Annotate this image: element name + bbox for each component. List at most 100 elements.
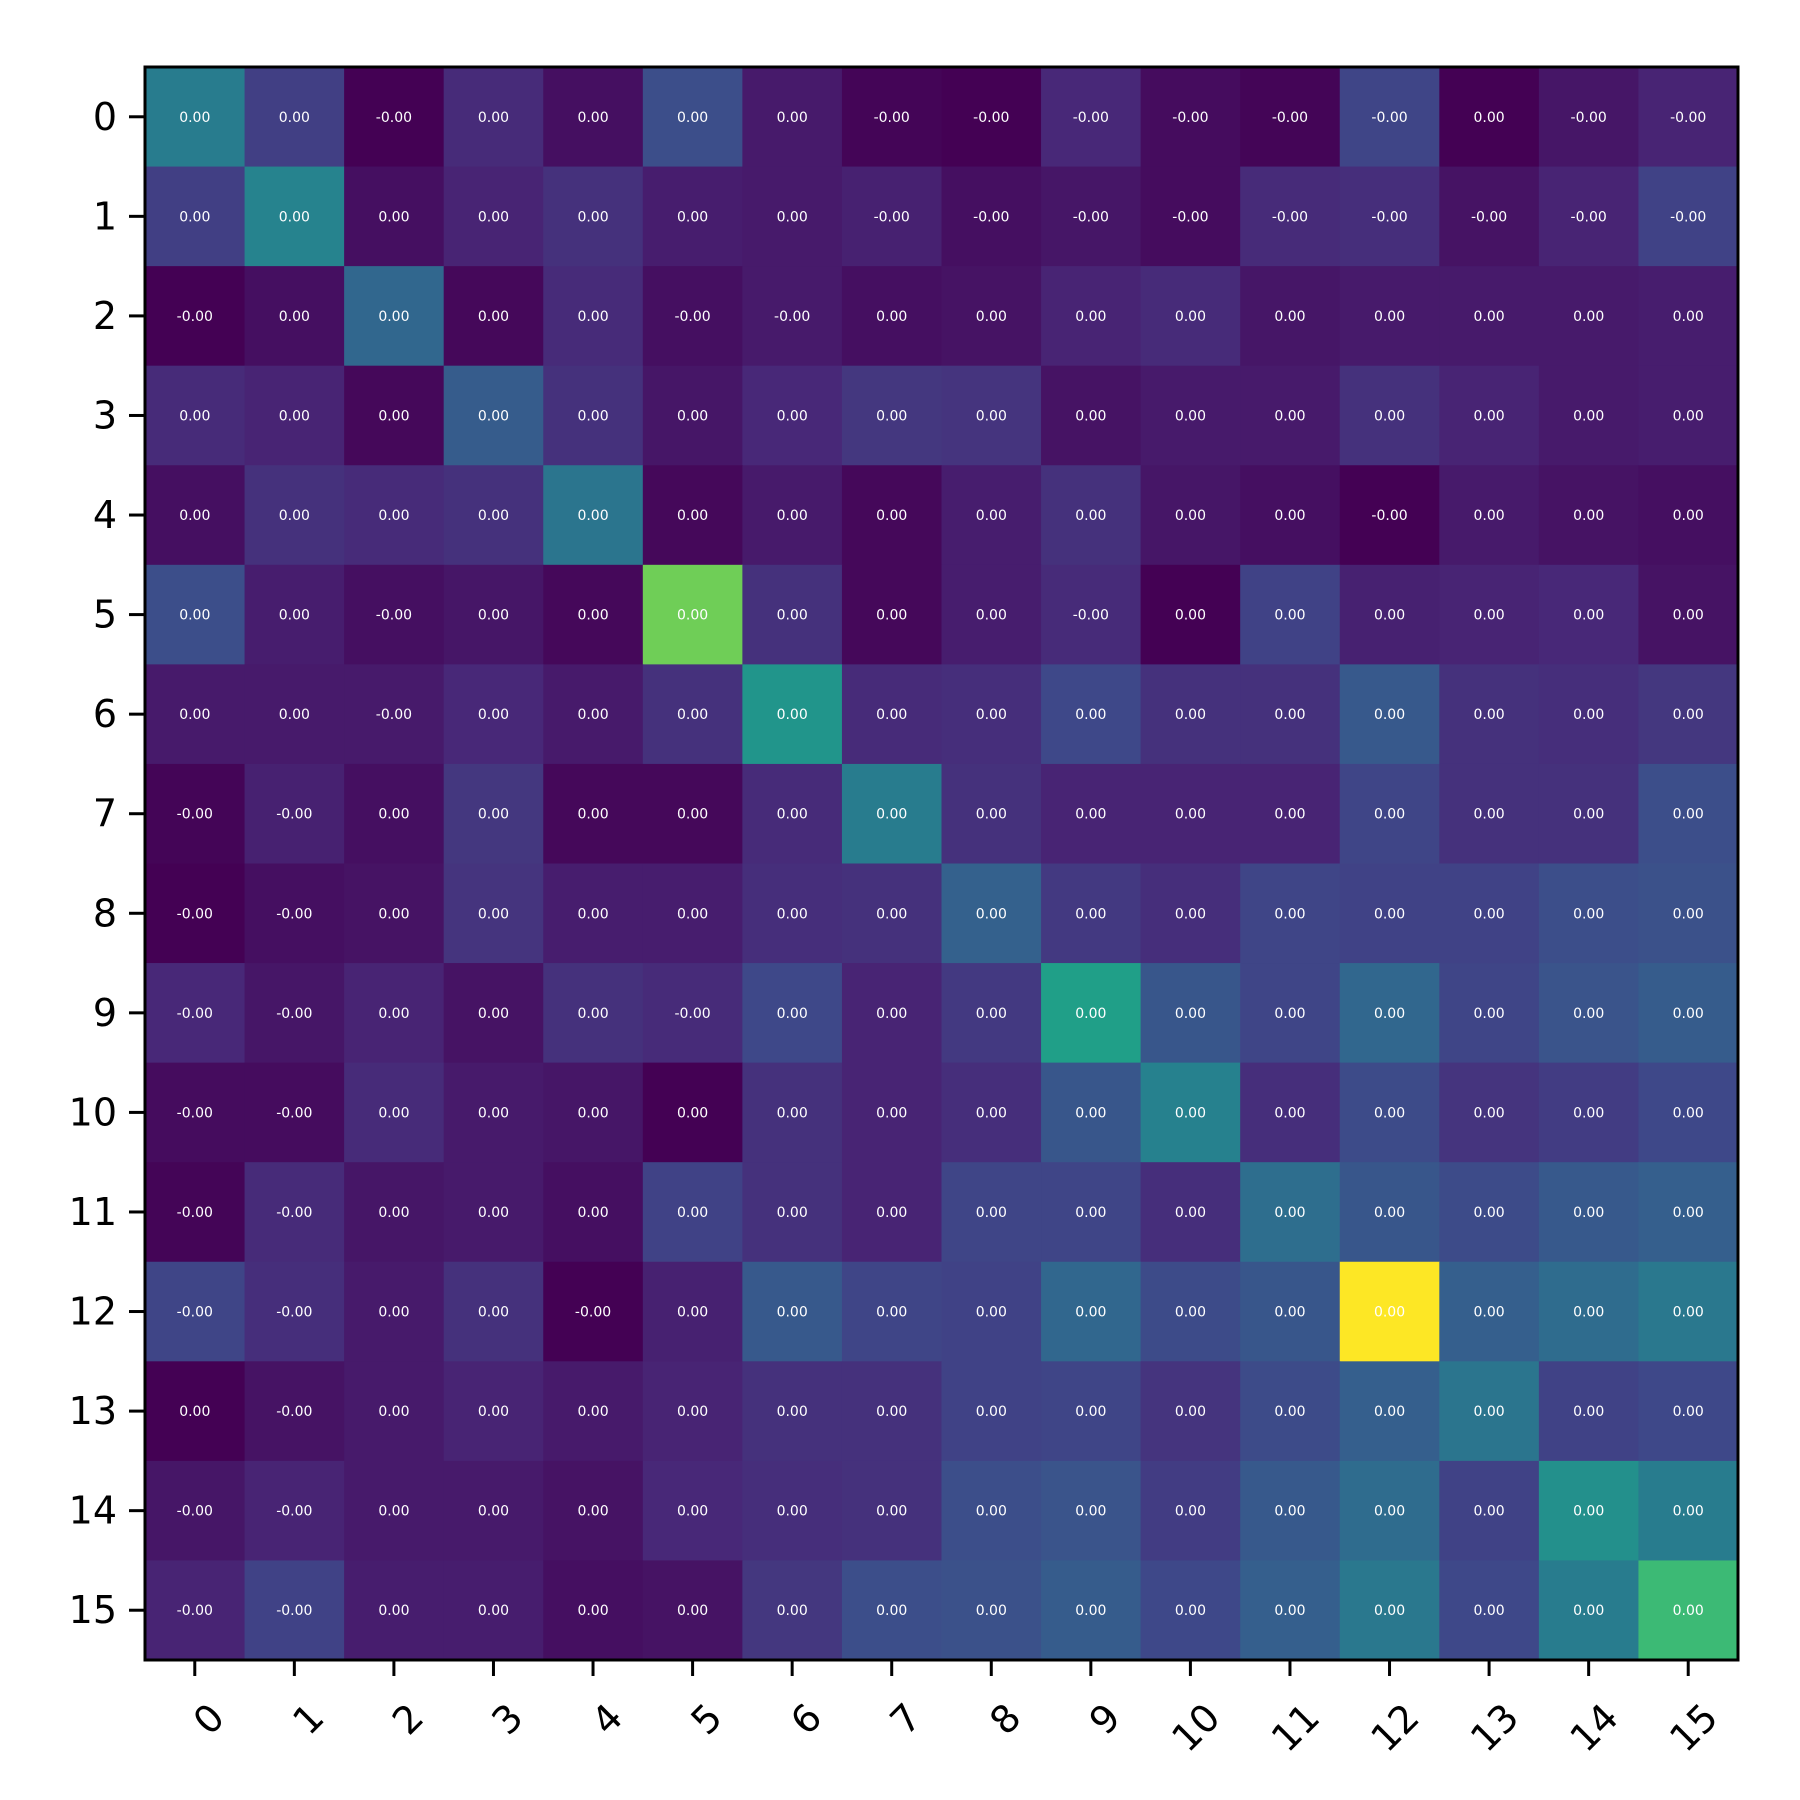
heatmap-cell xyxy=(642,1062,743,1163)
heatmap-cell xyxy=(1439,763,1540,865)
heatmap-cell xyxy=(1041,67,1142,168)
cell-value-label: 0.00 xyxy=(378,209,409,225)
heatmap-cell xyxy=(1140,564,1241,665)
heatmap-cell xyxy=(742,1460,843,1562)
cell-value-label: 0.00 xyxy=(1474,1105,1505,1121)
heatmap-cell xyxy=(1439,564,1540,665)
cell-value-label: 0.00 xyxy=(1075,1006,1106,1022)
heatmap-cell xyxy=(443,266,544,367)
heatmap-cell xyxy=(1339,365,1440,466)
cell-value-label: 0.00 xyxy=(876,1006,907,1022)
heatmap-cell xyxy=(145,1361,246,1462)
cell-value-label: -0.00 xyxy=(376,608,412,624)
heatmap-cell xyxy=(1638,166,1739,267)
y-tick-label: 15 xyxy=(69,1588,117,1632)
cell-value-label: 0.00 xyxy=(1673,309,1704,325)
heatmap-cell xyxy=(145,465,246,566)
heatmap-cell xyxy=(244,1062,345,1163)
cell-value-label: -0.00 xyxy=(177,1504,213,1520)
heatmap-cell xyxy=(1240,1062,1341,1163)
cell-value-label: -0.00 xyxy=(276,1603,312,1619)
heatmap-cell xyxy=(543,166,644,267)
heatmap-cell xyxy=(1339,166,1440,267)
heatmap-cell xyxy=(543,365,644,466)
y-tick-label: 11 xyxy=(69,1190,117,1234)
cell-value-label: 0.00 xyxy=(1474,807,1505,823)
cell-value-label: 0.00 xyxy=(876,1504,907,1520)
cell-value-label: 0.00 xyxy=(1573,309,1604,325)
heatmap-cell xyxy=(1041,266,1142,367)
heatmap-cell xyxy=(941,266,1042,367)
heatmap-cell xyxy=(145,166,246,267)
cell-value-label: 0.00 xyxy=(976,1305,1007,1321)
cell-value-label: 0.00 xyxy=(1175,1504,1206,1520)
cell-value-label: 0.00 xyxy=(478,309,509,325)
cell-value-label: 0.00 xyxy=(1673,1504,1704,1520)
x-tick-label: 7 xyxy=(882,1695,930,1743)
cell-value-label: 0.00 xyxy=(777,1504,808,1520)
heatmap-cell xyxy=(1140,664,1241,765)
cell-value-label: 0.00 xyxy=(1175,508,1206,524)
cell-value-label: 0.00 xyxy=(179,1404,210,1420)
x-tick-label: 2 xyxy=(384,1695,432,1743)
x-tick-label: 8 xyxy=(981,1695,1029,1743)
cell-value-label: -0.00 xyxy=(1471,209,1507,225)
cell-value-label: 0.00 xyxy=(1274,1504,1305,1520)
cell-value-label: 0.00 xyxy=(876,1105,907,1121)
cell-value-label: 0.00 xyxy=(1673,1006,1704,1022)
heatmap-cell xyxy=(1240,166,1341,267)
cell-value-label: 0.00 xyxy=(677,209,708,225)
heatmap-cell xyxy=(244,266,345,367)
heatmap-cell xyxy=(642,166,743,267)
cell-value-label: 0.00 xyxy=(1175,1404,1206,1420)
cell-value-label: 0.00 xyxy=(179,608,210,624)
cell-value-label: -0.00 xyxy=(874,110,910,126)
heatmap-cell xyxy=(1638,963,1739,1064)
heatmap-cell xyxy=(1439,664,1540,765)
heatmap-cell xyxy=(145,963,246,1064)
heatmap-cell xyxy=(1140,266,1241,367)
cell-value-label: 0.00 xyxy=(1274,1205,1305,1221)
heatmap-cell xyxy=(742,166,843,267)
cell-value-label: 0.00 xyxy=(378,408,409,424)
cell-value-label: 0.00 xyxy=(478,1305,509,1321)
heatmap-cell xyxy=(344,365,445,466)
heatmap-cell xyxy=(1538,963,1640,1064)
cell-value-label: 0.00 xyxy=(1474,1404,1505,1420)
cell-value-label: 0.00 xyxy=(478,1006,509,1022)
cell-value-label: 0.00 xyxy=(1274,906,1305,922)
cell-value-label: 0.00 xyxy=(1474,906,1505,922)
y-tick-label: 8 xyxy=(93,891,117,935)
heatmap-cell xyxy=(1041,863,1142,964)
heatmap-cell xyxy=(1538,465,1640,566)
cell-value-label: 0.00 xyxy=(876,309,907,325)
heatmap-cell xyxy=(244,465,345,566)
cell-value-label: 0.00 xyxy=(876,707,907,723)
heatmap-cell xyxy=(443,1560,544,1661)
heatmap-cell xyxy=(543,564,644,665)
heatmap-cell xyxy=(1439,1460,1540,1562)
heatmap-cell xyxy=(642,564,743,665)
heatmap-cell xyxy=(1140,1062,1241,1163)
heatmap-cell xyxy=(145,863,246,964)
cell-value-label: 0.00 xyxy=(1673,1205,1704,1221)
cell-value-label: 0.00 xyxy=(1175,906,1206,922)
cell-value-label: 0.00 xyxy=(1573,1504,1604,1520)
cell-value-label: 0.00 xyxy=(1175,1205,1206,1221)
heatmap-cell xyxy=(841,365,943,466)
cell-value-label: 0.00 xyxy=(1573,1205,1604,1221)
heatmap-cell xyxy=(244,166,345,267)
heatmap-cell xyxy=(443,1460,544,1562)
heatmap-cell xyxy=(642,365,743,466)
cell-value-label: 0.00 xyxy=(577,1504,608,1520)
heatmap-cell xyxy=(1240,365,1341,466)
heatmap-cell xyxy=(1240,664,1341,765)
cell-value-label: 0.00 xyxy=(1573,608,1604,624)
heatmap-cell xyxy=(1439,1162,1540,1263)
heatmap-cell xyxy=(145,1261,246,1362)
x-tick-label: 12 xyxy=(1362,1695,1427,1760)
cell-value-label: 0.00 xyxy=(179,209,210,225)
cell-value-label: 0.00 xyxy=(777,807,808,823)
cell-value-label: 0.00 xyxy=(577,408,608,424)
cell-value-label: 0.00 xyxy=(1175,408,1206,424)
